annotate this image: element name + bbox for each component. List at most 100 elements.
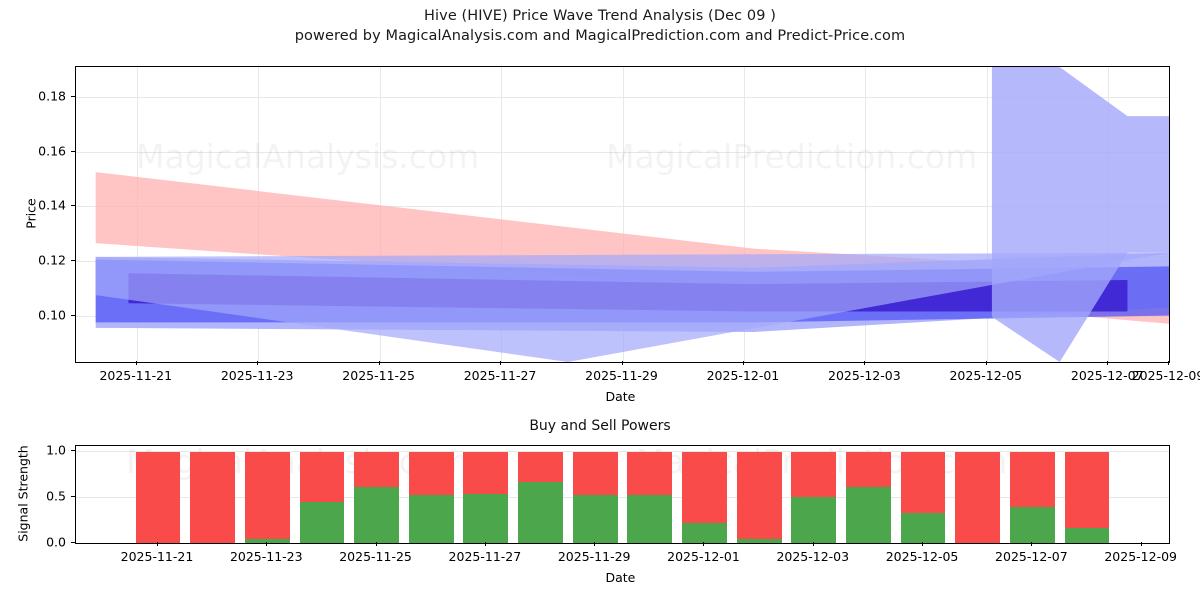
price-xtick-mark: [378, 361, 380, 365]
sell-power-bar-segment[interactable]: [463, 451, 509, 494]
table-row[interactable]: [354, 451, 399, 543]
buy-power-bar-segment[interactable]: [1064, 528, 1110, 543]
price-ytick-label: 0.16: [38, 143, 66, 159]
sell-power-bar-segment[interactable]: [846, 451, 891, 488]
sell-power-bar-segment[interactable]: [682, 451, 727, 523]
table-row[interactable]: [190, 451, 236, 543]
table-row[interactable]: [299, 451, 345, 543]
price-gridline-v: [986, 67, 988, 362]
sell-power-bar-segment[interactable]: [627, 451, 673, 495]
table-row[interactable]: [463, 451, 509, 543]
price-gridline-v: [501, 67, 503, 362]
sell-power-bar-segment[interactable]: [791, 451, 837, 498]
price-xtick-mark: [257, 361, 259, 365]
price-ytick-label: 0.14: [38, 197, 66, 213]
powers-xtick-mark: [812, 542, 814, 546]
buy-power-bar-segment[interactable]: [627, 494, 673, 543]
price-ytick-mark: [71, 314, 75, 316]
powers-gridline-h: [76, 451, 1169, 453]
price-xtick-label: 2025-11-21: [99, 368, 173, 383]
table-row[interactable]: [135, 451, 181, 543]
powers-ytick-mark: [71, 496, 75, 498]
table-row[interactable]: [736, 451, 782, 543]
price-xtick-label: 2025-11-25: [342, 368, 415, 383]
table-row[interactable]: [682, 451, 727, 543]
powers-xtick-label: 2025-11-29: [557, 549, 631, 564]
powers-xtick-mark: [266, 542, 268, 546]
sell-power-bar-segment[interactable]: [299, 451, 345, 502]
buy-power-bar-segment[interactable]: [354, 487, 399, 543]
table-row[interactable]: [846, 451, 891, 543]
powers-xtick-label: 2025-11-21: [120, 549, 194, 564]
price-xtick-label: 2025-11-27: [463, 368, 537, 383]
table-row[interactable]: [900, 451, 946, 543]
buy-power-bar-segment[interactable]: [244, 539, 290, 543]
powers-ytick-mark: [71, 542, 75, 543]
sell-power-bar-segment[interactable]: [244, 451, 290, 540]
buy-power-bar-segment[interactable]: [846, 487, 891, 543]
buy-power-bar-segment[interactable]: [900, 512, 946, 543]
price-xaxis-label: Date: [605, 389, 636, 404]
price-xtick-mark: [135, 361, 137, 365]
price-ytick-label: 0.10: [38, 307, 66, 323]
price-gridline-v: [1169, 67, 1170, 362]
buy-power-bar-segment[interactable]: [682, 522, 727, 543]
powers-xtick-mark: [1140, 542, 1142, 546]
powers-ytick-label: 0.0: [46, 534, 66, 550]
price-gridline-v: [743, 67, 745, 362]
sell-power-bar-segment[interactable]: [1009, 451, 1055, 508]
powers-yaxis-label: Signal Strength: [15, 444, 31, 542]
sell-power-bar-segment[interactable]: [572, 451, 618, 495]
page-subtitle: powered by MagicalAnalysis.com and Magic…: [294, 28, 906, 44]
powers-gridline-h: [76, 543, 1169, 544]
price-xtick-mark: [985, 361, 987, 365]
sell-power-bar-segment[interactable]: [1064, 451, 1110, 529]
buy-power-bar-segment[interactable]: [299, 501, 345, 543]
sell-power-bar-segment[interactable]: [190, 451, 236, 543]
sell-power-bar-segment[interactable]: [135, 451, 181, 543]
table-row[interactable]: [627, 451, 673, 543]
price-ytick-mark: [71, 259, 75, 261]
powers-xtick-label: 2025-12-01: [667, 549, 740, 564]
table-row[interactable]: [572, 451, 618, 543]
price-band-breakout-blue-channel: [991, 67, 1169, 362]
powers-xtick-mark: [484, 542, 486, 546]
price-wave-chart: MagicalAnalysis.comMagicalPrediction.com…: [75, 66, 1170, 363]
price-yaxis-label: Price: [23, 197, 39, 229]
buy-power-bar-segment[interactable]: [736, 539, 782, 543]
powers-xtick-label: 2025-12-05: [885, 549, 959, 564]
sell-power-bar-segment[interactable]: [955, 451, 1001, 543]
buy-power-bar-segment[interactable]: [408, 494, 454, 543]
table-row[interactable]: [244, 451, 290, 543]
price-xtick-label: 2025-12-01: [706, 368, 780, 383]
buy-power-bar-segment[interactable]: [463, 493, 509, 543]
sell-power-bar-segment[interactable]: [518, 451, 563, 482]
price-ytick-label: 0.18: [38, 88, 66, 104]
sell-power-bar-segment[interactable]: [900, 451, 946, 513]
table-row[interactable]: [518, 451, 563, 543]
price-xtick-mark: [864, 361, 866, 365]
buy-power-bar-segment[interactable]: [572, 494, 618, 543]
price-xtick-mark: [1168, 361, 1169, 365]
price-ytick-mark: [71, 150, 75, 152]
sell-power-bar-segment[interactable]: [408, 451, 454, 495]
sell-power-bar-segment[interactable]: [354, 451, 399, 488]
powers-xtick-label: 2025-11-23: [229, 549, 303, 564]
table-row[interactable]: [1009, 451, 1055, 543]
powers-xtick-label: 2025-11-25: [339, 549, 412, 564]
table-row[interactable]: [791, 451, 837, 543]
table-row[interactable]: [955, 451, 1001, 543]
table-row[interactable]: [408, 451, 454, 543]
buy-power-bar-segment[interactable]: [1009, 507, 1055, 543]
sell-power-bar-segment[interactable]: [736, 451, 782, 540]
buy-power-bar-segment[interactable]: [791, 497, 837, 543]
price-xtick-label: 2025-12-07: [1070, 368, 1144, 383]
price-ytick-mark: [71, 96, 75, 98]
powers-ytick-label: 1.0: [46, 442, 66, 458]
buy-power-bar-segment[interactable]: [518, 481, 563, 543]
price-gridline-v: [622, 67, 624, 362]
table-row[interactable]: [1064, 451, 1110, 543]
price-xtick-mark: [621, 361, 623, 365]
price-band-descending-blue-wedge: [95, 252, 1169, 362]
